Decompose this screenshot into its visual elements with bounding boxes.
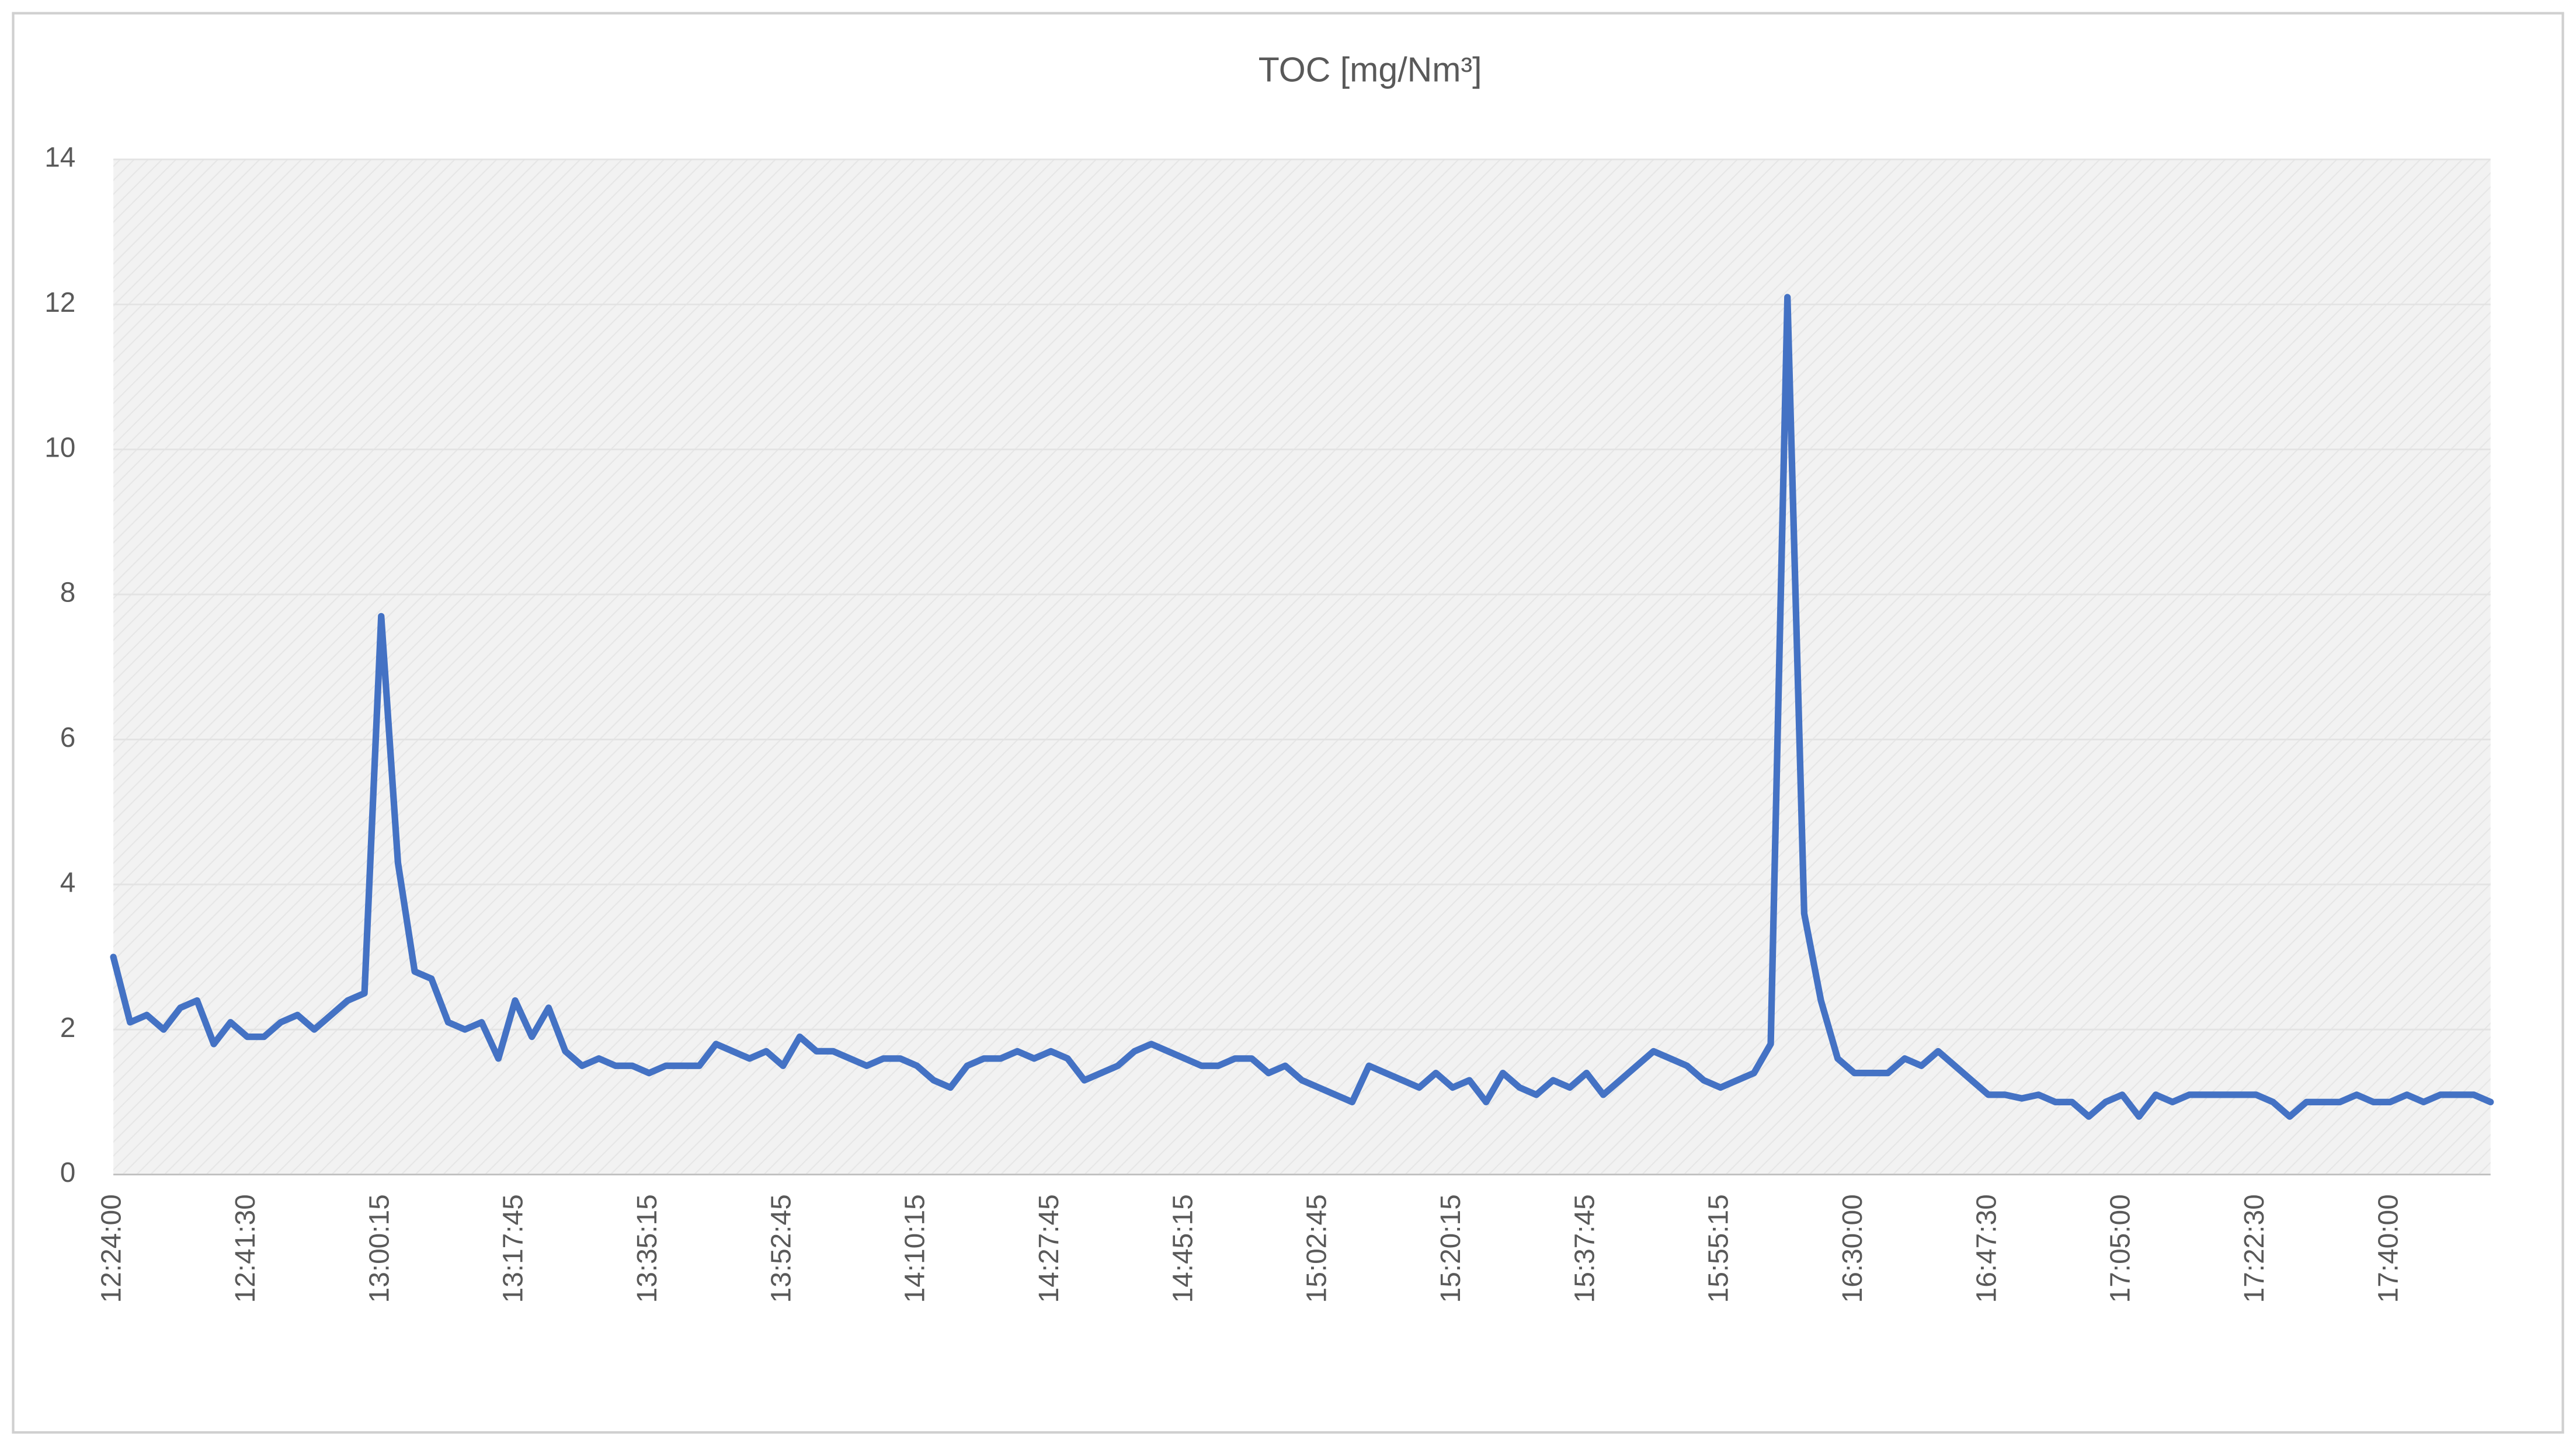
y-tick-label: 4 <box>60 867 76 898</box>
y-tick-label: 8 <box>60 577 76 608</box>
x-tick-label: 17:22:30 <box>2239 1194 2270 1303</box>
x-tick-label: 15:37:45 <box>1569 1194 1600 1303</box>
x-tick-label: 14:10:15 <box>900 1194 931 1303</box>
x-tick-label: 15:20:15 <box>1435 1194 1466 1303</box>
x-tick-label: 12:41:30 <box>230 1194 261 1303</box>
y-tick-label: 10 <box>44 432 75 463</box>
x-tick-label: 13:00:15 <box>364 1194 395 1303</box>
x-tick-label: 12:24:00 <box>96 1194 127 1303</box>
x-tick-label: 15:02:45 <box>1302 1194 1333 1303</box>
x-tick-label: 13:35:15 <box>632 1194 663 1303</box>
x-tick-label: 16:30:00 <box>1837 1194 1868 1303</box>
y-tick-label: 14 <box>44 142 75 173</box>
x-tick-label: 14:45:15 <box>1167 1194 1198 1303</box>
y-tick-label: 12 <box>44 287 75 318</box>
x-tick-label: 13:17:45 <box>498 1194 529 1303</box>
x-tick-label: 17:05:00 <box>2105 1194 2136 1303</box>
x-tick-label: 15:55:15 <box>1704 1194 1734 1303</box>
x-tick-label: 13:52:45 <box>766 1194 797 1303</box>
y-tick-label: 0 <box>60 1157 76 1188</box>
x-tick-label: 14:27:45 <box>1034 1194 1065 1303</box>
chart-title: TOC [mg/Nm³] <box>1259 51 1482 89</box>
y-tick-label: 6 <box>60 722 76 753</box>
data-line <box>110 294 2494 1120</box>
y-tick-label: 2 <box>60 1012 76 1043</box>
x-tick-label: 16:47:30 <box>1971 1194 2002 1303</box>
x-tick-label: 17:40:00 <box>2373 1194 2404 1303</box>
plot-area <box>113 159 2491 1175</box>
